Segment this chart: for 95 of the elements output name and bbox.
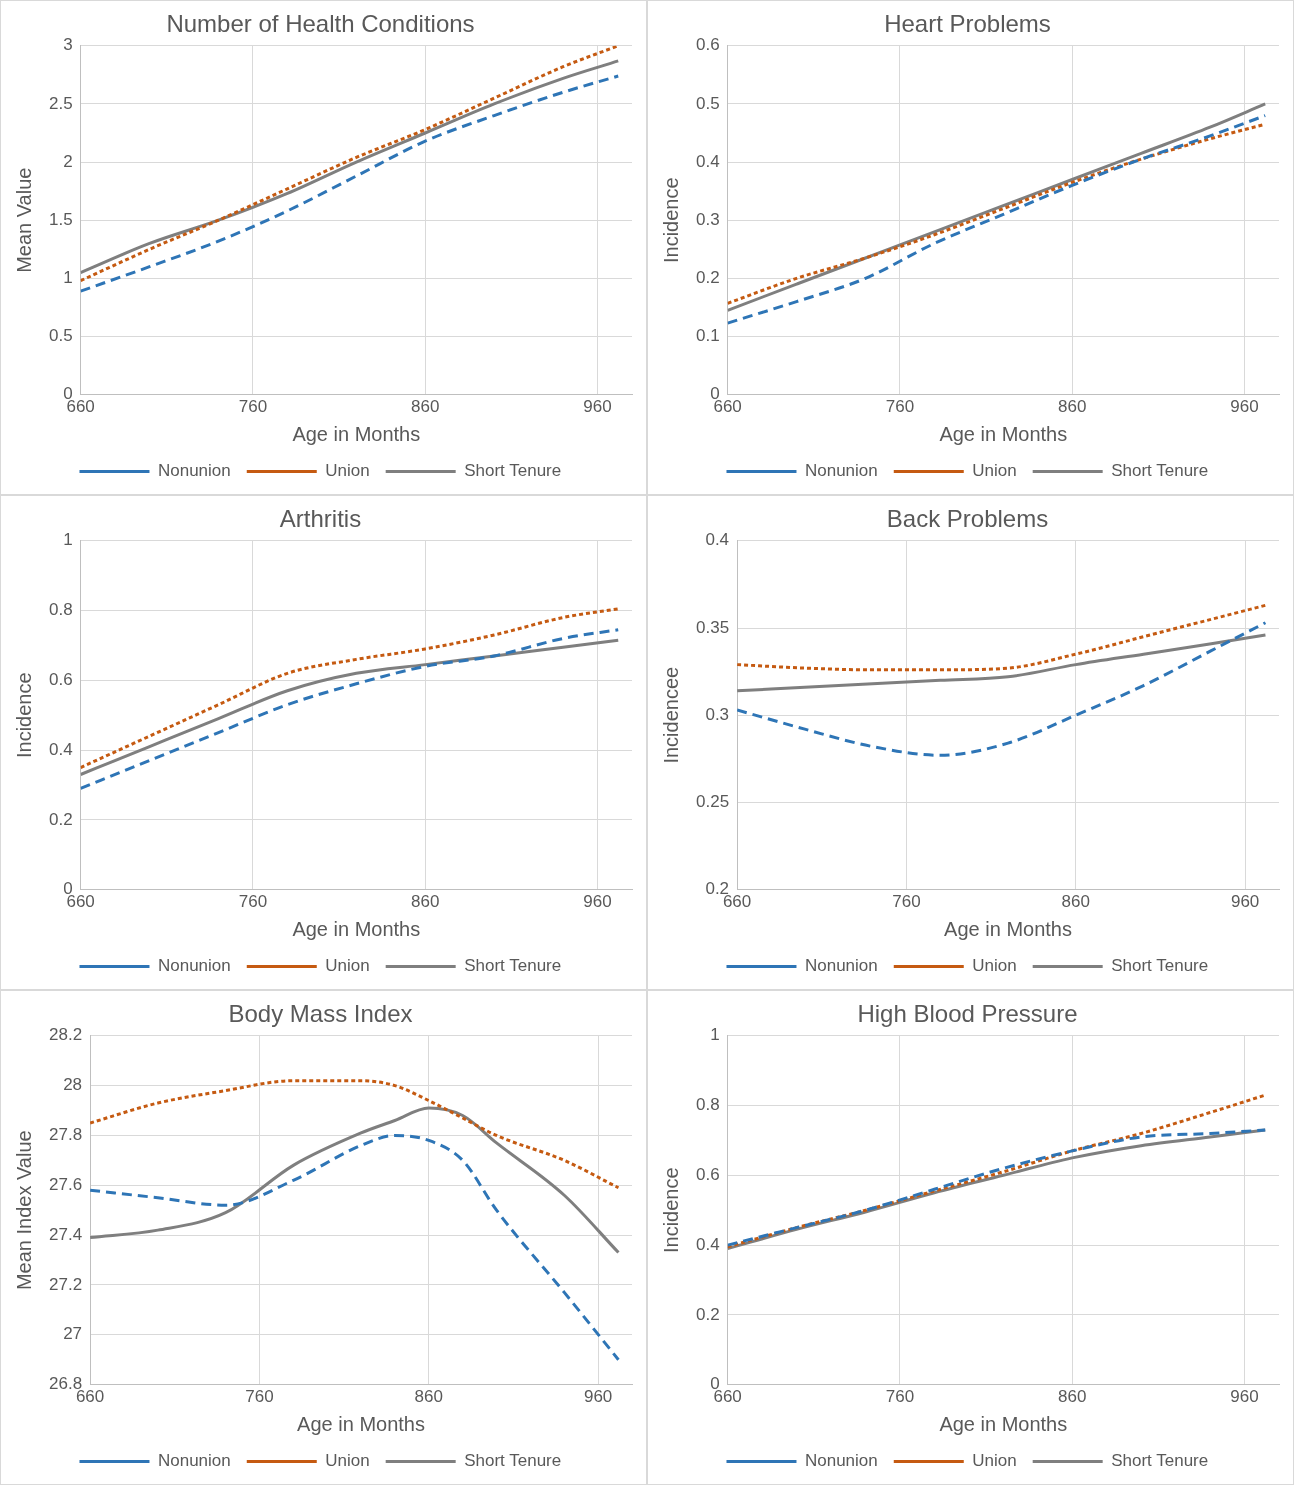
y-tick-label: 27.8 [48, 1125, 83, 1145]
legend-label: Nonunion [157, 956, 231, 976]
x-axis-title: Age in Months [297, 1412, 425, 1435]
x-tick-label: 960 [1230, 1387, 1259, 1407]
y-tick-label: 0.6 [695, 1165, 720, 1185]
y-tick-label: 0.4 [48, 739, 73, 759]
y-tick-label: 27.2 [48, 1274, 83, 1294]
legend-label: Short Tenure [1111, 956, 1209, 976]
line-series [727, 1093, 1267, 1249]
x-tick-label: 860 [414, 1387, 443, 1407]
line-series [80, 607, 620, 770]
y-tick-label: 0.2 [48, 809, 73, 829]
x-tick-label: 860 [1058, 1387, 1087, 1407]
y-tick-label: 28.2 [48, 1025, 83, 1045]
line-series [90, 1079, 620, 1190]
y-tick-label: 0.4 [705, 530, 730, 550]
chart-title: Arthritis [279, 505, 362, 533]
y-axis-title: Mean Value [12, 167, 35, 273]
y-tick-label: 0.35 [695, 617, 730, 637]
x-tick-label: 960 [583, 1387, 613, 1407]
chart-title: Back Problems [886, 505, 1049, 533]
y-tick-label: 0.6 [48, 670, 73, 690]
y-tick-label: 0.8 [695, 1095, 720, 1115]
legend-label: Short Tenure [1111, 461, 1209, 481]
x-tick-label: 760 [238, 892, 268, 912]
y-tick-label: 1 [710, 1025, 720, 1045]
legend-label: Union [972, 1451, 1017, 1471]
x-axis-title: Age in Months [939, 1412, 1068, 1435]
y-axis-title: Mean Index Value [12, 1130, 35, 1291]
legend-label: Nonunion [157, 461, 231, 481]
chart-title: High Blood Pressure [857, 1000, 1078, 1028]
y-axis-title: Incidence [659, 1167, 682, 1254]
x-tick-label: 960 [583, 397, 612, 417]
x-tick-label: 960 [1230, 397, 1259, 417]
y-tick-label: 0.4 [695, 151, 720, 171]
line-series [90, 1106, 620, 1255]
legend-label: Union [325, 956, 370, 976]
line-series [90, 1133, 620, 1362]
x-tick-label: 760 [885, 1387, 915, 1407]
line-series [737, 633, 1267, 693]
y-tick-label: 1 [63, 530, 73, 550]
y-tick-label: 27 [63, 1324, 83, 1344]
legend-label: Union [972, 956, 1017, 976]
y-tick-label: 0.6 [695, 35, 720, 55]
line-series [737, 621, 1267, 757]
x-tick-label: 760 [892, 892, 921, 912]
legend-label: Short Tenure [464, 1451, 562, 1471]
x-tick-label: 760 [245, 1387, 274, 1407]
legend-label: Union [325, 461, 370, 481]
y-tick-label: 2.5 [48, 93, 73, 113]
y-tick-label: 0.8 [48, 600, 73, 620]
legend-label: Union [325, 1451, 370, 1471]
x-tick-label: 760 [885, 397, 915, 417]
line-series [737, 603, 1267, 672]
y-axis-title: Incidence [659, 177, 682, 264]
legend-label: Short Tenure [464, 956, 562, 976]
x-axis-title: Age in Months [944, 917, 1072, 940]
legend-label: Nonunion [804, 956, 878, 976]
x-tick-label: 860 [1058, 397, 1087, 417]
chart-title: Heart Problems [884, 10, 1051, 38]
x-tick-label: 860 [411, 397, 440, 417]
x-tick-label: 960 [1230, 892, 1260, 912]
chart-title: Number of Health Conditions [166, 10, 475, 38]
y-axis-title: Incidence [12, 672, 35, 759]
y-tick-label: 0.25 [695, 792, 730, 812]
chart-title: Body Mass Index [228, 1000, 413, 1028]
y-tick-label: 0.3 [705, 704, 730, 724]
legend-label: Short Tenure [464, 461, 562, 481]
y-tick-label: 0.5 [695, 93, 720, 113]
x-axis-title: Age in Months [939, 422, 1068, 445]
y-axis-title: Incidencee [659, 666, 682, 764]
y-tick-label: 0.5 [48, 326, 73, 346]
y-tick-label: 27.4 [48, 1224, 83, 1244]
legend-label: Nonunion [804, 1451, 878, 1471]
x-tick-label: 960 [583, 892, 612, 912]
x-axis-title: Age in Months [292, 917, 421, 940]
y-tick-label: 0.2 [695, 268, 720, 288]
y-tick-label: 27.6 [48, 1174, 83, 1194]
legend-label: Short Tenure [1111, 1451, 1209, 1471]
legend-label: Union [972, 461, 1017, 481]
y-tick-label: 3 [63, 35, 73, 55]
y-tick-label: 0.1 [695, 326, 720, 346]
legend-label: Nonunion [804, 461, 878, 481]
legend-label: Nonunion [157, 1451, 231, 1471]
x-tick-label: 760 [238, 397, 268, 417]
y-tick-label: 0.3 [695, 209, 720, 229]
x-axis-title: Age in Months [292, 422, 421, 445]
y-tick-label: 28 [63, 1075, 83, 1095]
y-tick-label: 0.4 [695, 1234, 720, 1254]
y-tick-label: 1 [63, 268, 73, 288]
y-tick-label: 2 [63, 151, 73, 171]
y-tick-label: 0.2 [695, 1304, 720, 1324]
x-tick-label: 860 [411, 892, 440, 912]
x-tick-label: 860 [1061, 892, 1090, 912]
y-tick-label: 1.5 [48, 209, 73, 229]
